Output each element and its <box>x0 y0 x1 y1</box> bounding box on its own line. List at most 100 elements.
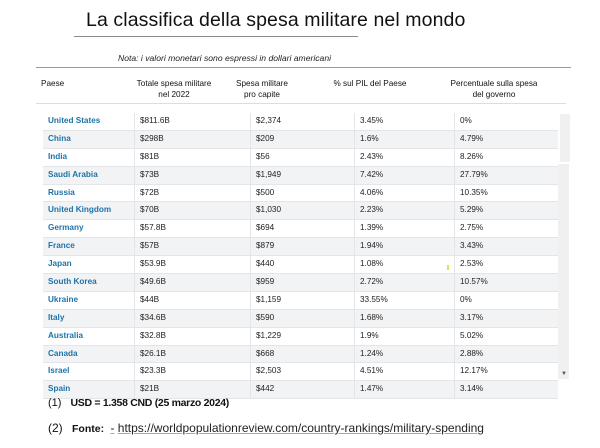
per-capita-cell: $500 <box>251 184 355 202</box>
scrollbar-track[interactable] <box>558 164 569 379</box>
government-percent-cell: 8.26% <box>460 151 484 161</box>
table-row: India $81B $56 2.43% 8.26% <box>43 148 558 167</box>
country-name-link[interactable]: Australia <box>43 327 135 345</box>
table-row: China $298B $209 1.6% 4.79% <box>43 130 558 149</box>
country-name-link[interactable]: Israel <box>43 363 135 381</box>
country-name-link[interactable]: Russia <box>43 184 135 202</box>
per-capita-cell: $590 <box>251 309 355 327</box>
gdp-percent-cell: 2.23% <box>355 202 455 220</box>
table-row: South Korea $49.6B $959 2.72% 10.57% <box>43 274 558 292</box>
country-name-link[interactable]: France <box>43 238 135 256</box>
gdp-percent-cell: 1.6% <box>355 130 455 148</box>
column-header-government-percent: Percentuale sulla spesa del governo <box>450 79 538 99</box>
currency-note: Nota: i valori monetari sono espressi in… <box>118 53 332 63</box>
gdp-percent-cell: 1.94% <box>355 238 455 256</box>
table-row: Spain $21B $442 1.47% 3.14% <box>43 381 558 400</box>
source-link[interactable]: https://worldpopulationreview.com/countr… <box>117 421 484 435</box>
table-row: United Kingdom $70B $1,030 2.23% 5.29% <box>43 202 558 221</box>
government-percent-cell: 0% <box>460 116 472 125</box>
table-row: Germany $57.8B $694 1.39% 2.75% <box>43 220 558 239</box>
country-name-link[interactable]: Italy <box>43 309 135 327</box>
table-row: Australia $32.8B $1,229 1.9% 5.02% <box>43 327 558 346</box>
country-name-link[interactable]: Japan <box>43 256 135 274</box>
per-capita-cell: $668 <box>251 345 355 363</box>
column-header-per-capita: Spesa militare pro capite <box>236 79 288 99</box>
column-header-total-spending: Totale spesa militare nel 2022 <box>136 79 212 99</box>
government-percent-cell: 10.35% <box>460 187 488 197</box>
column-header-gdp-percent: % sul PIL del Paese <box>333 79 407 88</box>
country-name-link[interactable]: India <box>43 148 135 166</box>
government-percent-cell: 4.79% <box>460 133 484 143</box>
gdp-percent-cell: 3.45% <box>355 113 455 130</box>
total-spending-cell: $26.1B <box>135 345 251 363</box>
per-capita-cell: $2,374 <box>251 113 355 130</box>
scrollbar-track-upper[interactable] <box>560 114 570 162</box>
table-row: France $57B $879 1.94% 3.43% <box>43 238 558 257</box>
total-spending-cell: $81B <box>135 148 251 166</box>
scroll-down-arrow-icon[interactable]: ▼ <box>561 371 567 377</box>
source-dash: - <box>110 421 115 435</box>
gdp-percent-cell: 4.06% <box>355 184 455 202</box>
gdp-percent-cell: 1.68% <box>355 309 455 327</box>
country-name-link[interactable]: United Kingdom <box>43 202 135 220</box>
per-capita-cell: $879 <box>251 238 355 256</box>
footnote-number: (2) <box>48 421 63 435</box>
gdp-percent-cell: 33.55% <box>355 291 455 309</box>
country-name-link[interactable]: Saudi Arabia <box>43 166 135 184</box>
government-percent-cell: 2.88% <box>460 348 484 358</box>
government-percent-cell: 2.53% <box>460 259 484 269</box>
government-percent-cell: 3.17% <box>460 312 484 322</box>
government-percent-cell: 5.02% <box>460 330 484 340</box>
total-spending-cell: $70B <box>135 202 251 220</box>
table-row: United States $811.6B $2,374 3.45% 0% <box>43 113 558 131</box>
country-name-link[interactable]: Germany <box>43 220 135 238</box>
total-spending-cell: $23.3B <box>135 363 251 381</box>
footnote-exchange-rate: (1) USD = 1.358 CND (25 marzo 2024) <box>48 397 229 409</box>
country-name-link[interactable]: South Korea <box>43 274 135 291</box>
header-divider-top <box>36 67 571 68</box>
government-percent-cell: 27.79% <box>460 169 488 179</box>
per-capita-cell: $56 <box>251 148 355 166</box>
government-percent-cell: 5.29% <box>460 205 484 215</box>
per-capita-cell: $1,159 <box>251 291 355 309</box>
government-percent-cell: 12.17% <box>460 366 488 376</box>
government-percent-cell: 10.57% <box>460 277 488 287</box>
per-capita-cell: $1,949 <box>251 166 355 184</box>
table-row: Canada $26.1B $668 1.24% 2.88% <box>43 345 558 364</box>
country-name-link[interactable]: Canada <box>43 345 135 363</box>
table-row: Saudi Arabia $73B $1,949 7.42% 27.79% <box>43 166 558 185</box>
per-capita-cell: $1,229 <box>251 327 355 345</box>
country-name-link[interactable]: Spain <box>43 381 135 399</box>
government-percent-cell: 3.14% <box>460 384 484 394</box>
total-spending-cell: $32.8B <box>135 327 251 345</box>
total-spending-cell: $34.6B <box>135 309 251 327</box>
header-divider-bottom <box>36 103 566 104</box>
country-name-link[interactable]: Ukraine <box>43 291 135 309</box>
title-underline <box>74 36 358 37</box>
government-percent-cell: 3.43% <box>460 241 484 251</box>
gdp-percent-cell: 7.42% <box>355 166 455 184</box>
gdp-percent-cell: 1.24% <box>355 345 455 363</box>
gdp-percent-cell: 4.51% <box>355 363 455 381</box>
table-row: Ukraine $44B $1,159 33.55% 0% <box>43 291 558 310</box>
total-spending-cell: $21B <box>135 381 251 399</box>
gdp-percent-cell: 2.43% <box>355 148 455 166</box>
per-capita-cell: $209 <box>251 130 355 148</box>
total-spending-cell: $72B <box>135 184 251 202</box>
country-name-link[interactable]: United States <box>43 113 135 130</box>
total-spending-cell: $73B <box>135 166 251 184</box>
total-spending-cell: $57.8B <box>135 220 251 238</box>
government-percent-cell: 0% <box>460 294 472 304</box>
per-capita-cell: $1,030 <box>251 202 355 220</box>
footnote-source: (2) Fonte: - https://worldpopulationrevi… <box>48 421 484 435</box>
gdp-percent-cell: 2.72% <box>355 274 455 291</box>
exchange-rate-text: USD = 1.358 CND (25 marzo 2024) <box>70 397 230 409</box>
table-row: Russia $72B $500 4.06% 10.35% <box>43 184 558 203</box>
total-spending-cell: $53.9B <box>135 256 251 274</box>
total-spending-cell: $57B <box>135 238 251 256</box>
per-capita-cell: $442 <box>251 381 355 399</box>
country-name-link[interactable]: China <box>43 130 135 148</box>
total-spending-cell: $298B <box>135 130 251 148</box>
per-capita-cell: $959 <box>251 274 355 291</box>
highlight-mark <box>447 265 449 270</box>
